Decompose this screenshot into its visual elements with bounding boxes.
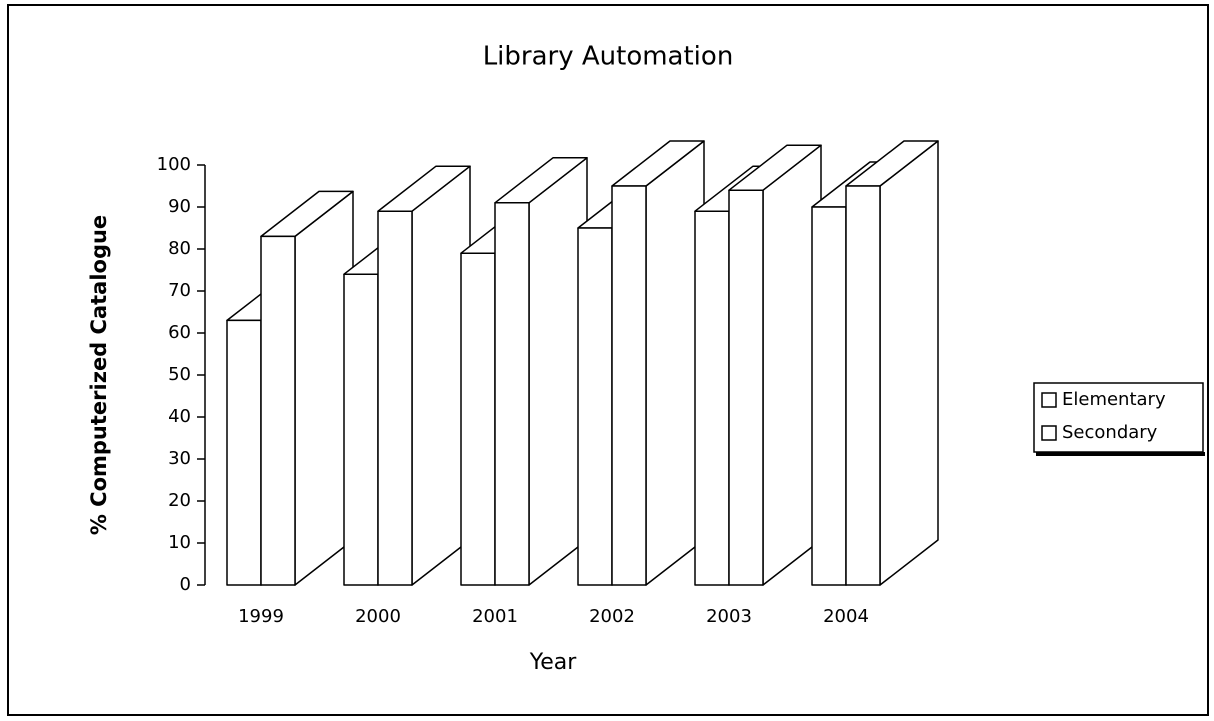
x-tick-label: 1999 <box>238 606 284 627</box>
legend-shadow <box>1036 452 1205 456</box>
bar-front <box>845 185 881 586</box>
bar-front <box>260 235 296 586</box>
x-tick-label: 2004 <box>823 606 869 627</box>
bar-front <box>811 206 847 586</box>
y-tick-label: 40 <box>168 406 191 427</box>
legend-label: Secondary <box>1062 422 1158 443</box>
y-tick-label: 10 <box>168 532 191 553</box>
y-tick-label: 50 <box>168 364 191 385</box>
y-tick-label: 100 <box>157 154 191 175</box>
x-tick-label: 2000 <box>355 606 401 627</box>
y-tick-label: 90 <box>168 196 191 217</box>
bar-front <box>611 185 647 586</box>
legend-label: Elementary <box>1062 389 1166 410</box>
bar-front <box>343 273 379 586</box>
bar <box>377 165 471 586</box>
y-tick-label: 20 <box>168 490 191 511</box>
bar <box>728 144 822 586</box>
bar-side <box>879 140 939 586</box>
y-tick-label: 30 <box>168 448 191 469</box>
bar-front <box>226 319 262 586</box>
y-tick-label: 80 <box>168 238 191 259</box>
y-axis-label: % Computerized Catalogue <box>87 215 111 535</box>
bar-front <box>694 210 730 586</box>
bar <box>260 190 354 586</box>
legend-swatch <box>1041 425 1057 441</box>
bar <box>494 157 588 586</box>
bar <box>611 140 705 586</box>
bar-front <box>460 252 496 586</box>
bar <box>845 140 939 586</box>
y-tick-label: 0 <box>180 574 191 595</box>
legend <box>1033 382 1204 453</box>
y-tick-label: 60 <box>168 322 191 343</box>
x-tick-label: 2003 <box>706 606 752 627</box>
bar-front <box>377 210 413 586</box>
x-tick-label: 2001 <box>472 606 518 627</box>
x-tick-label: 2002 <box>589 606 635 627</box>
chart-title: Library Automation <box>483 42 734 72</box>
legend-swatch <box>1041 392 1057 408</box>
y-tick-label: 70 <box>168 280 191 301</box>
bar-front <box>494 202 530 586</box>
bar-front <box>728 189 764 586</box>
bar-front <box>577 227 613 586</box>
x-axis-label: Year <box>529 650 578 675</box>
